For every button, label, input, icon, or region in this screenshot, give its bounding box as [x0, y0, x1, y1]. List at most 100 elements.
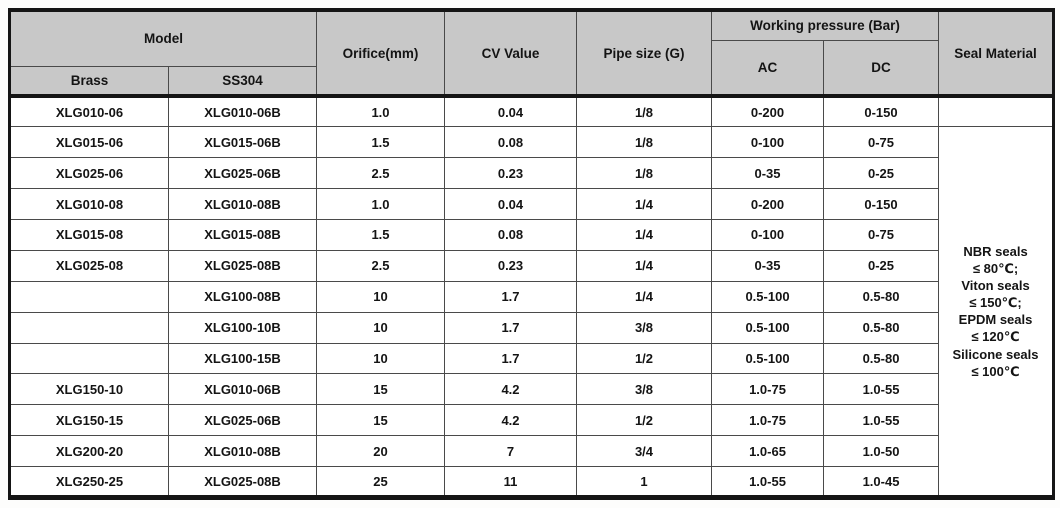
cell-pipe-size: 1/2	[576, 404, 712, 437]
cell-pressure-dc: 0-75	[822, 126, 940, 159]
cell-cv-value: 0.23	[444, 157, 577, 190]
cell-cv-value: 0.04	[444, 188, 577, 220]
cell-model-ss304: XLG010-06B	[168, 373, 317, 406]
cell-model-brass: XLG150-10	[9, 373, 169, 406]
header-orifice: Orifice(mm)	[316, 9, 445, 98]
table-row: XLG200-20 XLG010-08B 20 7 3/4 1.0-65 1.0…	[9, 435, 1054, 467]
cell-orifice: 20	[316, 435, 445, 467]
cell-orifice: 10	[316, 280, 445, 313]
cell-pressure-dc: 0.5-80	[822, 280, 940, 313]
cell-orifice: 25	[316, 466, 445, 498]
table-row: XLG015-08 XLG015-08B 1.5 0.08 1/4 0-100 …	[9, 219, 1054, 251]
cell-model-brass: XLG015-08	[9, 219, 169, 251]
cell-pipe-size: 1/2	[576, 342, 712, 375]
cell-pressure-dc: 1.0-45	[822, 466, 940, 498]
cell-model-ss304: XLG010-06B	[168, 95, 317, 128]
cell-model-ss304: XLG010-08B	[168, 435, 317, 467]
table-row: XLG150-15 XLG025-06B 15 4.2 1/2 1.0-75 1…	[9, 404, 1054, 437]
header-row-2: AC DC	[10, 39, 1054, 98]
cell-seal-material-note: NBR seals ≤ 80℃; Viton seals ≤ 150℃; EPD…	[938, 126, 1055, 498]
cell-orifice: 1.0	[316, 188, 445, 220]
cell-pipe-size: 3/4	[576, 435, 712, 467]
cell-model-ss304: XLG025-06B	[168, 404, 317, 437]
header-dc: DC	[822, 39, 940, 98]
header-ac: AC	[711, 39, 824, 98]
cell-orifice: 10	[316, 311, 445, 344]
table-row: XLG250-25 XLG025-08B 25 11 1 1.0-55 1.0-…	[9, 466, 1054, 498]
cell-orifice: 2.5	[316, 249, 445, 282]
cell-pipe-size: 1/8	[576, 95, 712, 128]
spec-table-wrapper: Model Orifice(mm) CV Value Pipe size (G)…	[8, 8, 1056, 500]
cell-model-brass	[9, 280, 169, 313]
table-body: XLG010-06 XLG010-06B 1.0 0.04 1/8 0-200 …	[9, 95, 1055, 498]
cell-orifice: 1.0	[316, 95, 445, 128]
cell-cv-value: 1.7	[444, 311, 577, 344]
header-model: Model	[9, 9, 317, 67]
cell-pipe-size: 1/4	[576, 280, 712, 313]
cell-pressure-dc: 0-25	[822, 249, 940, 282]
header-seal-material: Seal Material	[938, 9, 1055, 98]
cell-pressure-ac: 1.0-65	[711, 435, 824, 467]
cell-model-brass: XLG200-20	[9, 435, 169, 467]
table-row: XLG150-10 XLG010-06B 15 4.2 3/8 1.0-75 1…	[9, 373, 1054, 406]
cell-pipe-size: 1/4	[576, 219, 712, 251]
cell-model-brass: XLG250-25	[9, 466, 169, 498]
table-row: XLG100-08B 10 1.7 1/4 0.5-100 0.5-80	[9, 280, 1054, 313]
cell-cv-value: 1.7	[444, 280, 577, 313]
header-row-3: Brass SS304	[9, 65, 1054, 98]
cell-model-ss304: XLG015-08B	[168, 219, 317, 251]
header-brass: Brass	[9, 65, 169, 98]
cell-pressure-ac: 0-100	[711, 126, 824, 159]
cell-pressure-ac: 1.0-75	[711, 404, 824, 437]
table-row: XLG025-06 XLG025-06B 2.5 0.23 1/8 0-35 0…	[9, 157, 1054, 190]
header-cv-value: CV Value	[444, 9, 577, 98]
cell-model-ss304: XLG015-06B	[168, 126, 317, 159]
cell-orifice: 15	[316, 373, 445, 406]
cell-cv-value: 1.7	[444, 342, 577, 375]
cell-cv-value: 0.08	[444, 219, 577, 251]
cell-orifice: 1.5	[316, 126, 445, 159]
cell-pipe-size: 1	[576, 466, 712, 498]
cell-model-ss304: XLG100-15B	[168, 342, 317, 375]
cell-pressure-ac: 0-35	[711, 157, 824, 190]
cell-pressure-dc: 0-150	[822, 188, 940, 220]
cell-model-ss304: XLG100-08B	[168, 280, 317, 313]
cell-orifice: 10	[316, 342, 445, 375]
cell-pressure-ac: 0.5-100	[711, 342, 824, 375]
cell-pressure-ac: 0.5-100	[711, 311, 824, 344]
header-pipe-size: Pipe size (G)	[576, 9, 712, 98]
cell-pressure-ac: 0.5-100	[711, 280, 824, 313]
cell-pressure-ac: 0-200	[711, 188, 824, 220]
cell-pipe-size: 1/4	[576, 249, 712, 282]
cell-cv-value: 7	[444, 435, 577, 467]
cell-cv-value: 4.2	[444, 373, 577, 406]
table-row: XLG100-10B 10 1.7 3/8 0.5-100 0.5-80	[9, 311, 1054, 344]
cell-pressure-ac: 1.0-75	[711, 373, 824, 406]
header-ss304: SS304	[168, 65, 317, 98]
cell-model-brass: XLG025-06	[9, 157, 169, 190]
cell-model-brass: XLG010-08	[9, 188, 169, 220]
table-row: XLG015-06 XLG015-06B 1.5 0.08 1/8 0-100 …	[9, 126, 1055, 498]
cell-pressure-dc: 0.5-80	[822, 342, 940, 375]
cell-model-brass	[9, 342, 169, 375]
cell-model-ss304: XLG100-10B	[168, 311, 317, 344]
table-header: Model Orifice(mm) CV Value Pipe size (G)…	[9, 9, 1055, 98]
cell-pressure-dc: 0-150	[822, 95, 940, 128]
cell-pressure-dc: 0-25	[822, 157, 940, 190]
header-working-pressure: Working pressure (Bar)	[710, 9, 940, 41]
cell-pipe-size: 3/8	[576, 311, 712, 344]
cell-pressure-ac: 0-200	[711, 95, 824, 128]
cell-model-ss304: XLG025-08B	[168, 466, 317, 498]
cell-cv-value: 4.2	[444, 404, 577, 437]
cell-orifice: 1.5	[316, 219, 445, 251]
table-row: XLG010-06 XLG010-06B 1.0 0.04 1/8 0-200 …	[9, 95, 1055, 128]
cell-pipe-size: 1/4	[576, 188, 712, 220]
cell-pressure-dc: 1.0-55	[822, 404, 940, 437]
cell-model-ss304: XLG025-06B	[168, 157, 317, 190]
cell-orifice: 15	[316, 404, 445, 437]
cell-pressure-ac: 1.0-55	[711, 466, 824, 498]
cell-cv-value: 11	[444, 466, 577, 498]
cell-pressure-dc: 1.0-55	[822, 373, 940, 406]
cell-model-brass: XLG150-15	[9, 404, 169, 437]
cell-orifice: 2.5	[316, 157, 445, 190]
